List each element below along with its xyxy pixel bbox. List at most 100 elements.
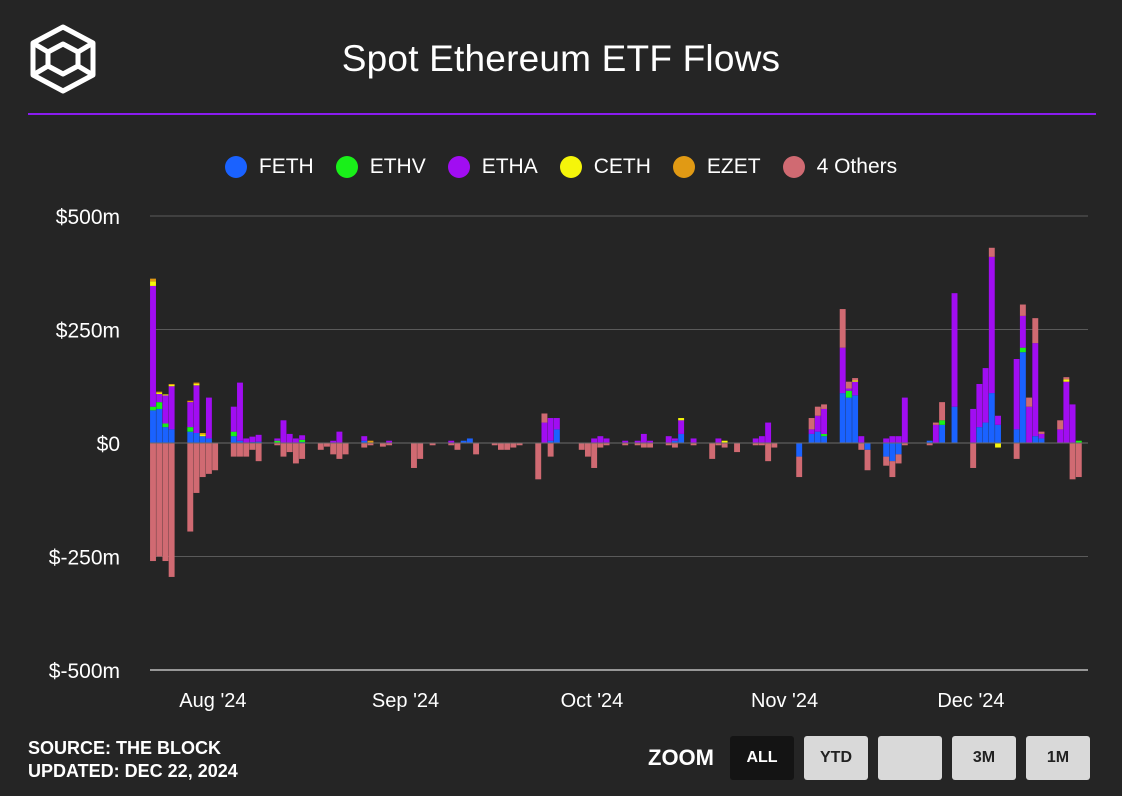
legend-label: EZET	[706, 155, 761, 178]
bar-segment-etha	[168, 386, 175, 430]
legend-swatch	[672, 156, 695, 178]
x-tick-label: Aug '24	[179, 690, 246, 712]
bar-segment-etha	[765, 422, 772, 443]
bar-segment-4-others	[970, 443, 977, 468]
zoom-all-button[interactable]: ALL	[730, 736, 794, 780]
bar-segment-4-others	[1026, 397, 1033, 407]
bar-segment-4-others	[150, 443, 156, 562]
bar-segment-4-others	[690, 443, 697, 446]
bar-segment-feth	[671, 440, 678, 443]
bar-segment-ceth	[162, 394, 169, 396]
bar-segment-etha	[932, 424, 939, 443]
bar-segment-feth	[976, 427, 983, 443]
legend-item-feth[interactable]: FETH	[224, 155, 314, 179]
bar-segment-4-others	[367, 443, 374, 446]
bar-segment-4-others	[634, 443, 641, 446]
bar-segment-4-others	[591, 443, 598, 468]
bar-segment-etha	[690, 438, 697, 443]
bar-segment-etha	[541, 422, 548, 443]
bar-segment-etha	[665, 436, 672, 443]
bar-segment-4-others	[603, 443, 610, 446]
bar-segment-feth	[982, 422, 989, 443]
bar-segment-4-others	[845, 381, 852, 389]
bar-segment-ceth	[199, 434, 206, 437]
bar-segment-4-others	[205, 443, 212, 474]
zoom-ytd-button[interactable]: YTD	[804, 736, 868, 780]
bar-segment-4-others	[199, 443, 206, 478]
bar-segment-etha	[150, 285, 156, 407]
bar-segment-4-others	[330, 443, 337, 455]
bar-segment-4-others	[516, 443, 523, 446]
bar-segment-ezet	[193, 382, 200, 384]
bar-segment-etha	[839, 347, 846, 394]
bar-segment-4-others	[758, 443, 765, 446]
bar-segment-etha	[951, 293, 958, 407]
legend-item-ceth[interactable]: CETH	[559, 155, 651, 179]
y-tick-label: $250m	[56, 320, 120, 343]
bar-segment-ethv	[162, 423, 169, 428]
zoom-3m-button[interactable]: 3M	[952, 736, 1016, 780]
bar-segment-4-others	[715, 443, 722, 446]
bar-segment-4-others	[274, 443, 281, 446]
bar-segment-feth	[808, 433, 815, 443]
bar-segment-4-others	[709, 443, 716, 459]
bar-segment-ezet	[168, 383, 175, 385]
bar-segment-feth	[883, 443, 890, 457]
bar-segment-4-others	[883, 456, 890, 466]
bar-segment-etha	[156, 393, 163, 403]
bar-segment-feth	[237, 440, 243, 443]
bar-segment-4-others	[622, 443, 629, 446]
y-tick-label: $500m	[56, 206, 120, 229]
bar-segment-ethv	[274, 440, 281, 443]
bar-segment-feth	[796, 443, 803, 457]
bar-segment-etha	[193, 385, 200, 434]
bar-segment-4-others	[156, 443, 163, 557]
bar-segment-feth	[168, 429, 175, 443]
bar-segment-feth	[895, 443, 902, 455]
bar-segment-etha	[814, 415, 821, 432]
legend-item-ethv[interactable]: ETHV	[335, 155, 426, 179]
bar-segment-4-others	[671, 443, 678, 448]
bar-segment-4-others	[584, 443, 591, 457]
bar-segment-etha	[808, 429, 815, 434]
legend-item-ezet[interactable]: EZET	[672, 155, 761, 179]
bar-segment-feth	[199, 436, 206, 443]
bar-segment-4-others	[1063, 377, 1070, 380]
bar-segment-4-others	[342, 443, 349, 455]
zoom-1m-button[interactable]: 1M	[1026, 736, 1090, 780]
bar-segment-etha	[995, 415, 1001, 425]
bar-segment-4-others	[901, 443, 908, 446]
bar-segment-4-others	[1032, 318, 1039, 344]
bar-segment-etha	[336, 431, 343, 443]
bar-segment-4-others	[839, 309, 846, 348]
x-tick-label: Dec '24	[937, 690, 1004, 712]
bar-segment-4-others	[230, 443, 237, 457]
bar-segment-4-others	[386, 443, 393, 446]
y-tick-label: $-250m	[49, 547, 120, 570]
legend-label: 4 Others	[816, 155, 898, 178]
legend-item-4-others[interactable]: 4 Others	[782, 155, 898, 179]
bar-segment-4-others	[926, 443, 933, 446]
bar-segment-feth	[821, 436, 827, 443]
bar-segment-etha	[1038, 433, 1045, 439]
zoom-blank-button[interactable]	[878, 736, 942, 780]
bar-segment-etha	[187, 402, 194, 428]
legend-swatch	[559, 156, 582, 178]
bar-segment-feth	[1038, 438, 1045, 443]
bar-segment-4-others	[734, 443, 740, 453]
bar-segment-etha	[982, 368, 989, 423]
bar-segment-feth	[361, 440, 368, 443]
bar-segment-etha	[274, 438, 281, 441]
bar-segment-4-others	[212, 443, 219, 471]
legend-swatch	[782, 156, 805, 178]
bar-segment-etha	[715, 438, 722, 443]
bar-segment-4-others	[796, 456, 803, 478]
bar-segment-4-others	[448, 443, 455, 446]
bar-segment-etha	[361, 436, 368, 441]
legend-item-etha[interactable]: ETHA	[447, 155, 538, 179]
bar-segment-etha	[858, 436, 865, 443]
bar-segment-feth	[205, 438, 212, 443]
legend-swatch	[447, 156, 470, 178]
bar-segment-etha	[386, 440, 393, 443]
bar-segment-feth	[156, 408, 163, 443]
